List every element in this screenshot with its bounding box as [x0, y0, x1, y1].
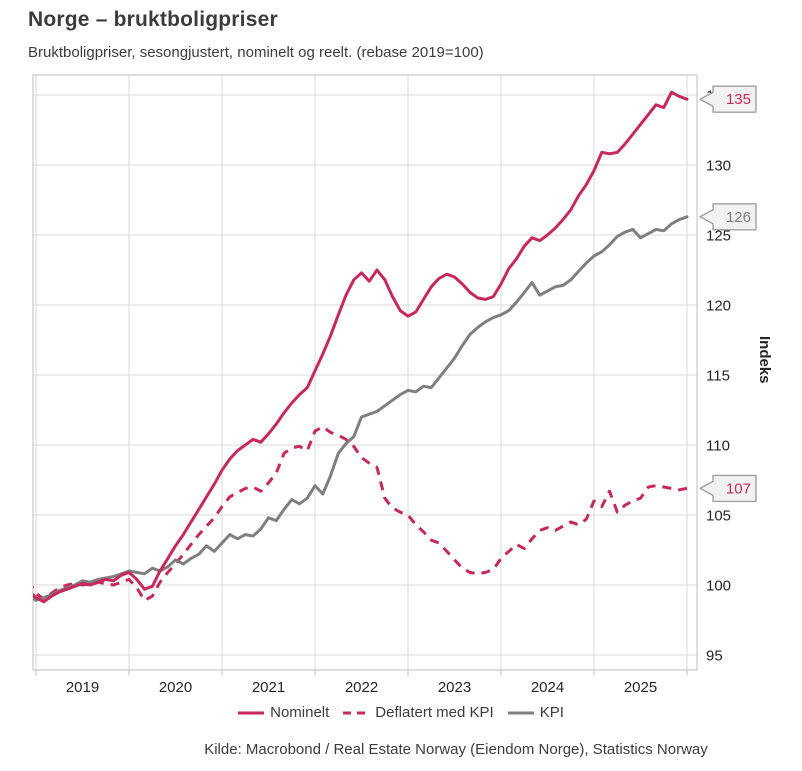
legend-item: Nominelt: [238, 704, 329, 721]
x-tick-label: 2023: [438, 679, 471, 696]
legend-swatch-dashed-line: [343, 711, 370, 714]
x-tick-label: 2025: [624, 679, 657, 696]
y-axis-title: Indeks: [756, 336, 773, 384]
x-tick-label: 2019: [66, 679, 99, 696]
source-note: Kilde: Macrobond / Real Estate Norway (E…: [204, 741, 708, 758]
y-tick-label: 100: [706, 578, 731, 595]
y-tick-label: 95: [706, 648, 723, 665]
chart-legend: Nominelt Deflatert med KPI KPI: [0, 704, 802, 721]
y-tick-label: 105: [706, 508, 731, 525]
legend-item: Deflatert med KPI: [343, 704, 494, 721]
callout-value: 107: [726, 480, 751, 497]
y-tick-label: 125: [706, 228, 731, 245]
x-tick-label: 2024: [531, 679, 564, 696]
legend-label: Nominelt: [270, 704, 330, 721]
callout-box: [699, 474, 757, 503]
legend-label: KPI: [539, 704, 564, 721]
x-tick-label: 2021: [252, 679, 285, 696]
x-tick-label: 2020: [159, 679, 192, 696]
line-chart: 95 100 105 110 115 120 125 130 135 2019 2020 2021 20…: [32, 74, 757, 696]
chart-subtitle: Bruktboligpriser, sesongjustert, nominel…: [28, 44, 484, 61]
y-tick-label: 115: [706, 368, 730, 385]
y-tick-label: 120: [706, 298, 731, 315]
legend-swatch-solid-line: [507, 711, 534, 714]
callout-value: 135: [726, 91, 751, 108]
series-line-nominelt: [33, 90, 689, 604]
legend-swatch-solid-line: [238, 711, 265, 714]
y-tick-label: 110: [706, 438, 730, 455]
x-tick-label: 2022: [345, 679, 378, 696]
series-line-deflatert-med-kpi: [33, 425, 688, 602]
series-line-kpi: [33, 215, 689, 602]
callout-box: [699, 203, 757, 231]
callout-value: 126: [726, 209, 751, 226]
plot-frame: [32, 74, 698, 671]
y-tick-label: 130: [706, 158, 731, 175]
callout-box: [699, 85, 757, 113]
legend-item: KPI: [507, 704, 564, 721]
legend-label: Deflatert med KPI: [375, 704, 494, 721]
page-title: Norge – bruktboligpriser: [28, 8, 278, 31]
